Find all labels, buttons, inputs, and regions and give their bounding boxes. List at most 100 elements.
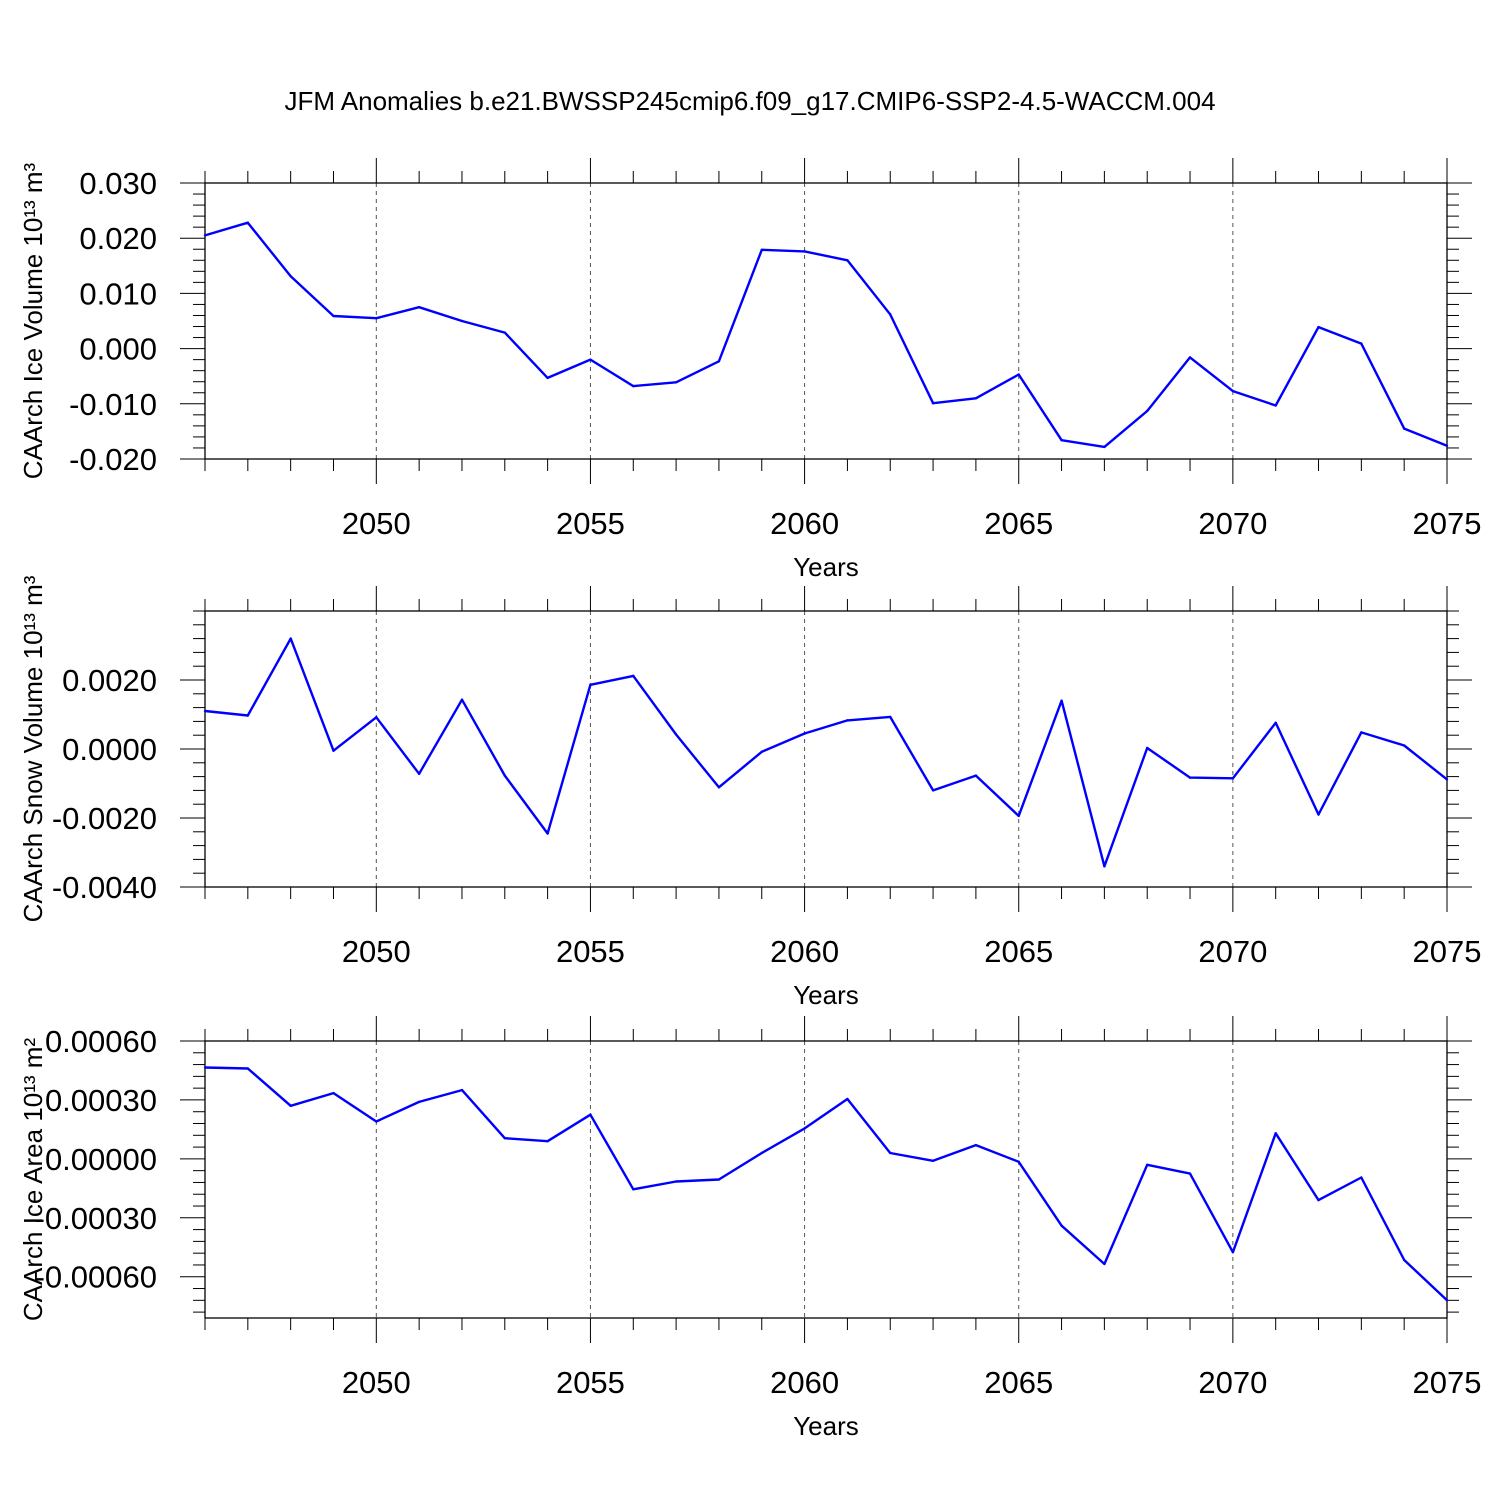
data-point <box>589 683 592 687</box>
x-tick-label: 2055 <box>556 1365 625 1400</box>
y-tick-label: 0.030 <box>79 166 157 201</box>
data-point <box>1188 1172 1192 1175</box>
data-point <box>974 774 978 777</box>
data-point <box>931 1159 935 1163</box>
data-point <box>546 1139 549 1143</box>
y-tick-label: -0.0020 <box>52 801 157 836</box>
data-point <box>246 714 250 717</box>
data-point <box>846 259 849 262</box>
data-point <box>1402 744 1406 747</box>
data-point <box>846 719 849 722</box>
data-point <box>1146 1163 1149 1166</box>
data-point <box>289 637 292 640</box>
data-point <box>974 397 978 400</box>
data-point <box>1274 404 1277 407</box>
data-point <box>1317 813 1320 816</box>
data-point <box>1360 731 1363 734</box>
data-point <box>460 698 464 701</box>
data-point <box>717 786 721 789</box>
panels: 2050 2055 2060 2065 2070 2075 -0.020 -0.010 0.00… <box>18 158 1481 1441</box>
chart-title: JFM Anomalies b.e21.BWSSP245cmip6.f09_g1… <box>284 86 1215 116</box>
data-point <box>460 1088 464 1092</box>
data-point <box>1231 777 1235 780</box>
data-point <box>803 732 806 735</box>
data-point <box>503 774 506 777</box>
panel-1: 2050 2055 2060 2065 2070 2075 -0.020 -0.010 0.00… <box>18 158 1481 582</box>
data-point <box>332 749 335 752</box>
data-point <box>674 1180 678 1183</box>
data-point <box>1360 1176 1363 1179</box>
data-point <box>1103 865 1106 868</box>
data-point <box>460 319 464 323</box>
x-tick-label: 2055 <box>556 934 625 969</box>
data-point <box>1188 356 1192 359</box>
data-point <box>674 381 678 384</box>
x-tick-label: 2060 <box>770 506 839 541</box>
data-point <box>375 1120 378 1123</box>
data-point <box>246 1067 250 1070</box>
data-point <box>717 360 721 363</box>
data-point <box>1317 1198 1320 1202</box>
data-point <box>1231 1250 1235 1254</box>
y-axis-label: CAArch Snow Volume 10¹³ m³ <box>18 575 48 922</box>
plot-frame <box>204 182 1448 460</box>
data-point <box>589 358 592 361</box>
data-point <box>1060 699 1063 702</box>
data-point <box>1103 445 1106 449</box>
data-point <box>1060 1224 1063 1227</box>
data-point <box>332 1091 335 1095</box>
data-point <box>717 1178 721 1181</box>
x-tick-label: 2060 <box>770 934 839 969</box>
x-tick-label: 2050 <box>342 506 411 541</box>
series-line <box>204 637 1448 868</box>
data-point <box>289 275 292 278</box>
data-point <box>1017 373 1020 376</box>
y-tick-label: -0.020 <box>69 442 157 477</box>
data-point <box>332 314 335 318</box>
data-point <box>1402 1258 1406 1262</box>
y-tick-label: 0.0020 <box>62 663 157 698</box>
data-point <box>589 1113 592 1116</box>
x-tick-label: 2065 <box>984 934 1053 969</box>
data-point <box>417 772 421 776</box>
data-point <box>1445 778 1449 781</box>
series-line <box>204 1066 1448 1302</box>
series-line <box>204 221 1448 449</box>
data-point <box>974 1143 978 1147</box>
y-tick-label: 0.010 <box>79 276 157 311</box>
data-point <box>1188 776 1192 779</box>
y-tick-label: 0.00030 <box>45 1083 157 1118</box>
x-axis-label: Years <box>793 980 859 1010</box>
y-tick-label: -0.00030 <box>35 1201 157 1236</box>
y-tick-label: -0.010 <box>69 387 157 422</box>
x-tick-label: 2050 <box>342 934 411 969</box>
data-point <box>931 789 935 792</box>
x-tick-label: 2075 <box>1413 934 1482 969</box>
data-point <box>1360 342 1363 345</box>
data-point <box>760 750 763 753</box>
x-axis-label: Years <box>793 552 859 582</box>
data-point <box>632 384 635 388</box>
data-point <box>417 1100 421 1104</box>
panel-2: 2050 2055 2060 2065 2070 2075 -0.0040 -0.0020 0.… <box>18 575 1481 1010</box>
plot-frame <box>204 610 1448 888</box>
data-point <box>1060 439 1063 442</box>
y-tick-label: 0.0000 <box>62 732 157 767</box>
y-tick-label: -0.00060 <box>35 1260 157 1295</box>
data-point <box>889 313 892 316</box>
x-tick-label: 2070 <box>1198 934 1267 969</box>
x-tick-label: 2065 <box>984 1365 1053 1400</box>
y-tick-label: 0.020 <box>79 221 157 256</box>
data-point <box>1017 814 1020 818</box>
x-axis-label: Years <box>793 1411 859 1441</box>
data-point <box>674 733 678 736</box>
y-axis-label: CAArch Ice Volume 10¹³ m³ <box>18 162 48 479</box>
data-point <box>803 1127 806 1130</box>
data-point <box>1445 1299 1449 1302</box>
x-tick-label: 2075 <box>1413 1365 1482 1400</box>
data-point <box>375 317 378 320</box>
data-point <box>1274 1132 1277 1135</box>
data-point <box>632 1188 635 1191</box>
y-axis-label: CAArch Ice Area 10¹³ m² <box>18 1038 48 1322</box>
